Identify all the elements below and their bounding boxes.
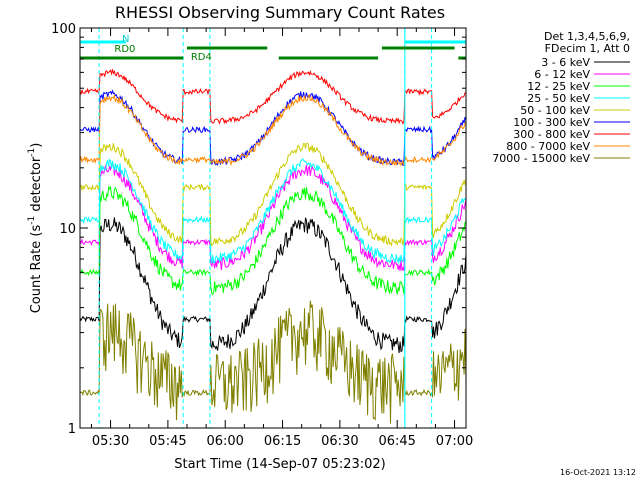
legend-header-2: FDecim 1, Att 0	[545, 42, 630, 55]
legend-header-1: Det 1,3,4,5,6,9,	[544, 30, 630, 43]
series-line-7	[79, 93, 467, 167]
legend-label-4: 50 - 100 keV	[520, 104, 590, 117]
series-line-2	[79, 185, 466, 296]
legend-label-8: 7000 - 15000 keV	[492, 152, 590, 165]
legend-label-6: 300 - 800 keV	[513, 128, 590, 141]
x-tick-label-2: 06:00	[206, 434, 243, 449]
y-axis-label-sup2: -1	[27, 148, 37, 157]
series-line-4	[79, 142, 467, 247]
y-axis: 1 10 100	[51, 22, 466, 437]
x-tick-label-6: 07:00	[436, 434, 473, 449]
x-tick-label-1: 05:45	[149, 434, 186, 449]
series-line-0	[79, 217, 467, 353]
saa-label: N	[122, 34, 129, 45]
legend-label-1: 6 - 12 keV	[534, 68, 590, 81]
x-axis: 05:30 05:45 06:00 06:15 06:30 06:45 07:00	[90, 28, 473, 449]
legend-label-5: 100 - 300 keV	[513, 116, 590, 129]
legend-label-0: 3 - 6 keV	[541, 56, 590, 69]
rd0-label: RD0	[114, 44, 135, 55]
x-tick-label-0: 05:30	[92, 434, 129, 449]
series-line-3	[79, 158, 467, 265]
y-axis-label-mid: detector	[29, 156, 44, 216]
legend-label-7: 800 - 7000 keV	[506, 140, 590, 153]
series-line-1	[79, 164, 467, 271]
y-tick-label-1: 10	[59, 222, 76, 237]
legend-label-2: 12 - 25 keV	[527, 80, 590, 93]
legend: Det 1,3,4,5,6,9, FDecim 1, Att 0 3 - 6 k…	[492, 30, 630, 165]
legend-label-3: 25 - 50 keV	[527, 92, 590, 105]
x-axis-label: Start Time (14-Sep-07 05:23:02)	[174, 457, 385, 472]
x-tick-label-5: 06:45	[378, 434, 415, 449]
y-tick-label-2: 100	[51, 22, 76, 37]
y-tick-label-0: 1	[68, 422, 76, 437]
rd4-label: RD4	[191, 52, 212, 63]
x-tick-label-4: 06:30	[321, 434, 358, 449]
footer-date: 16-Oct-2021 13:12	[560, 468, 636, 477]
series-line-6	[79, 68, 467, 125]
x-tick-label-3: 06:15	[264, 434, 301, 449]
series-line-8	[79, 300, 467, 424]
y-axis-label-end: )	[29, 143, 44, 148]
y-axis-label: Count Rate (s-1 detector-1)	[27, 143, 44, 314]
y-axis-label-main: Count Rate (s	[29, 225, 44, 314]
y-axis-label-sup1: -1	[27, 216, 37, 225]
chart-title: RHESSI Observing Summary Count Rates	[115, 3, 445, 22]
series-line-5	[79, 89, 467, 166]
